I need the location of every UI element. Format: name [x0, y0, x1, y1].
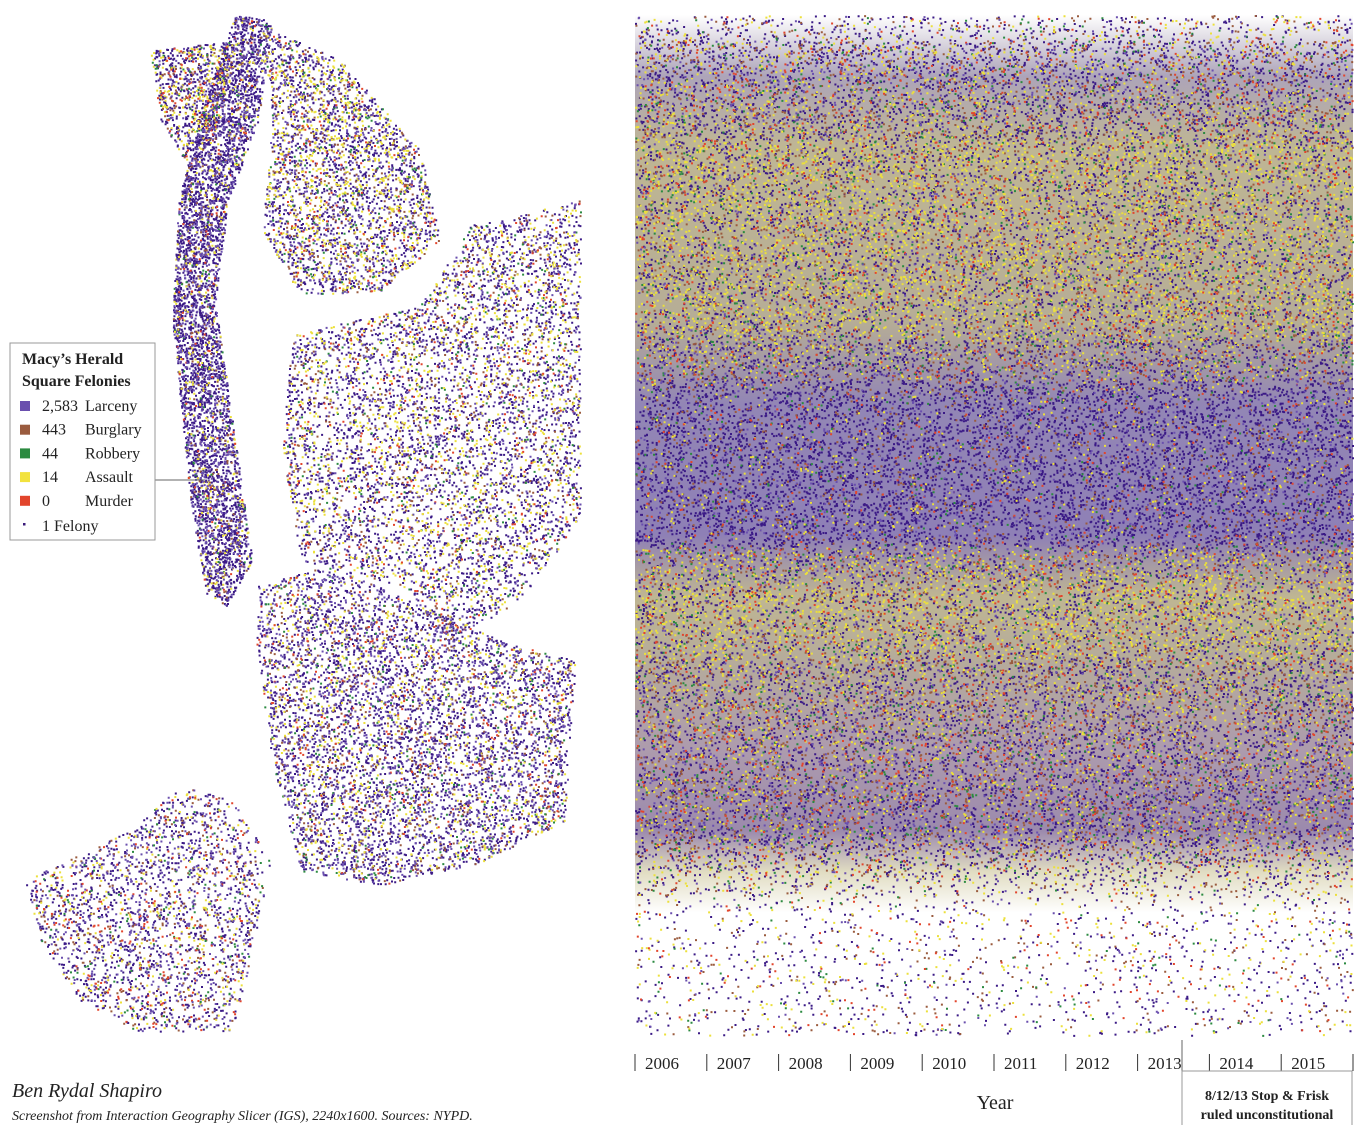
- legend-swatch: [20, 495, 30, 506]
- legend-label: Larceny: [85, 398, 137, 415]
- legend-count: 14: [42, 469, 58, 486]
- annotation-box: [1181, 1070, 1353, 1125]
- legend-swatch: [20, 472, 30, 483]
- year-axis: 2006 2007 2008 2009 2010 2011 2012 2013 2014 2015: [634, 1054, 1354, 1073]
- legend-count: 44: [42, 445, 58, 462]
- legend-title: Macy’s Herald: [22, 351, 123, 368]
- legend-swatch: [20, 448, 30, 459]
- annotation: ruled unconstitutional: [1201, 1108, 1334, 1123]
- year-label: 2012: [1076, 1054, 1110, 1073]
- author: Ben Rydal Shapiro: [12, 1080, 162, 1102]
- legend-unit-dot: [23, 523, 26, 526]
- legend-unit: 1 Felony: [42, 518, 98, 535]
- year-label: 2015: [1291, 1054, 1325, 1073]
- legend-count: 443: [42, 422, 66, 439]
- year-label: 2006: [645, 1054, 679, 1073]
- year-label: 2014: [1219, 1054, 1254, 1073]
- legend-box: [9, 342, 156, 541]
- caption: Screenshot from Interaction Geography Sl…: [12, 1109, 473, 1124]
- legend-swatch: [20, 424, 30, 435]
- legend-label: Burglary: [85, 422, 142, 439]
- legend-label: Assault: [85, 469, 134, 486]
- legend-count: 0: [42, 493, 50, 510]
- year-label: 2011: [1004, 1054, 1037, 1073]
- felony-dots: [33, 15, 1354, 1037]
- legend-title: Square Felonies: [22, 373, 131, 390]
- year-label: 2008: [789, 1054, 823, 1073]
- year-label: 2010: [932, 1054, 966, 1073]
- legend-label: Robbery: [85, 445, 140, 462]
- annotation: 8/12/13 Stop & Frisk: [1205, 1089, 1329, 1104]
- axis-label: Year: [977, 1092, 1014, 1114]
- year-label: 2009: [860, 1054, 894, 1073]
- year-label: 2013: [1148, 1054, 1182, 1073]
- legend-swatch: [20, 401, 30, 411]
- legend-label: Murder: [85, 493, 134, 510]
- legend-count: 2,583: [42, 398, 78, 415]
- legend: Macy’s Herald Square Felonies 2,583 Larce…: [20, 351, 142, 535]
- year-label: 2007: [717, 1054, 752, 1073]
- dot-layer: [26, 15, 1355, 1037]
- felony-dots: [26, 15, 1355, 1037]
